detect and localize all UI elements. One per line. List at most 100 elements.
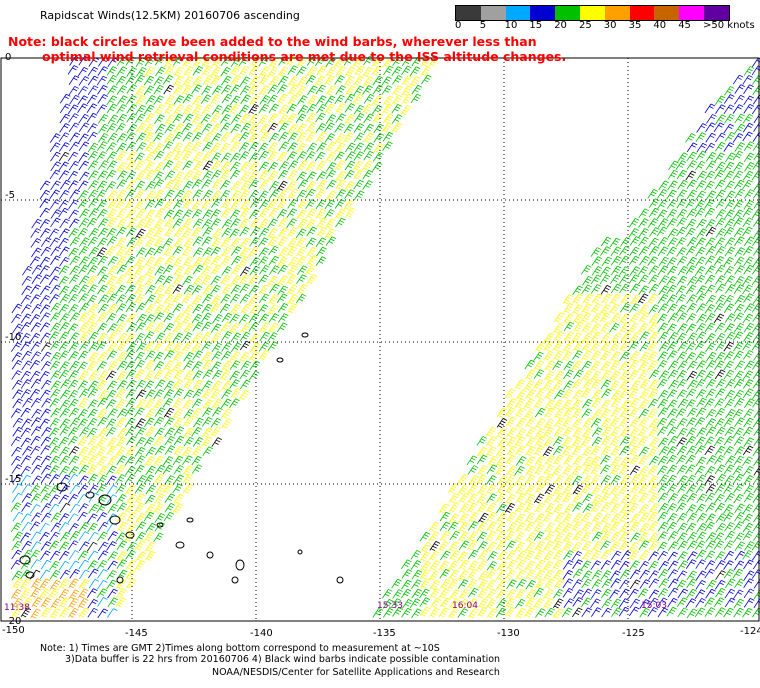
scale-swatch-0	[456, 6, 481, 20]
wind-barb	[78, 218, 90, 228]
wind-barb	[353, 132, 365, 143]
wind-barb	[581, 370, 593, 381]
wind-barb	[572, 389, 583, 400]
wind-barb	[97, 255, 109, 266]
wind-barb	[259, 123, 270, 134]
wind-barb	[314, 151, 326, 162]
wind-barb	[29, 314, 41, 324]
wind-barb	[639, 378, 650, 389]
wind-barb	[610, 578, 621, 588]
wind-barb	[97, 569, 108, 579]
wind-barb	[534, 464, 545, 475]
wind-barb	[524, 550, 535, 561]
wind-barb	[724, 199, 736, 210]
wind-barb	[515, 607, 527, 618]
wind-barb	[296, 132, 307, 143]
wind-barb	[628, 274, 640, 285]
wind-barb	[600, 502, 612, 513]
wind-barb	[88, 170, 99, 180]
wind-barb	[610, 513, 622, 524]
wind-barb	[723, 303, 735, 313]
wind-barb	[324, 209, 335, 219]
wind-barb	[734, 113, 745, 124]
wind-barb	[11, 464, 23, 474]
wind-barb	[249, 360, 261, 371]
wind-barb	[324, 122, 335, 133]
wind-barb	[733, 179, 745, 190]
wind-barb	[143, 218, 155, 229]
wind-barb	[637, 322, 649, 333]
wind-barb	[639, 331, 650, 341]
wind-barb	[724, 237, 736, 247]
wind-barb	[335, 171, 347, 182]
wind-barb	[202, 285, 213, 295]
wind-barb	[742, 226, 753, 237]
wind-barb	[97, 370, 109, 381]
wind-barb	[742, 170, 754, 181]
wind-barb	[106, 513, 118, 523]
wind-barb	[134, 455, 146, 465]
wind-barb	[59, 607, 70, 618]
wind-barb	[77, 350, 89, 361]
wind-barb	[210, 332, 222, 343]
wind-barb	[154, 407, 166, 417]
wind-barb	[658, 560, 669, 571]
wind-barb	[514, 513, 526, 524]
wind-barb	[210, 209, 221, 219]
wind-barb	[535, 341, 546, 352]
wind-barb	[581, 475, 593, 485]
wind-barb	[221, 93, 233, 104]
wind-barb	[345, 85, 356, 96]
wind-barb	[610, 255, 622, 266]
wind-barb	[240, 207, 251, 218]
wind-barb	[563, 380, 574, 390]
wind-barb	[134, 256, 145, 267]
wind-barb	[144, 541, 156, 552]
wind-barb	[535, 435, 546, 446]
wind-barb	[172, 361, 183, 372]
wind-barb	[173, 237, 184, 248]
wind-barb	[600, 560, 612, 570]
wind-barb	[676, 370, 687, 380]
wind-barb	[106, 208, 118, 219]
wind-barb	[714, 494, 725, 504]
wind-barb	[752, 236, 760, 246]
wind-barb	[628, 502, 639, 513]
wind-barb	[552, 550, 564, 560]
wind-barb	[78, 141, 90, 152]
wind-barb	[382, 599, 394, 609]
wind-barb	[638, 492, 650, 503]
wind-barb	[58, 578, 70, 589]
wind-barb	[609, 237, 621, 248]
wind-barb	[609, 303, 620, 314]
wind-barb	[220, 161, 232, 172]
wind-barb	[134, 493, 145, 504]
wind-barb	[268, 313, 280, 323]
wind-barb	[87, 399, 99, 409]
wind-barb	[324, 103, 336, 114]
wind-barb	[77, 66, 89, 77]
wind-barb	[382, 57, 394, 68]
wind-barb	[581, 540, 593, 551]
wind-barb	[505, 483, 516, 494]
wind-barb	[343, 56, 355, 66]
wind-barb	[514, 532, 525, 543]
wind-barb	[153, 218, 165, 229]
wind-barb	[315, 84, 327, 95]
wind-barb	[229, 228, 240, 239]
wind-barb	[723, 560, 734, 570]
wind-barb	[591, 293, 603, 304]
wind-barb	[561, 437, 573, 447]
wind-barb	[677, 607, 689, 618]
wind-barb	[239, 369, 251, 380]
wind-barb	[68, 199, 79, 210]
wind-barb	[591, 256, 603, 266]
wind-barb	[305, 188, 316, 199]
wind-barb	[363, 94, 375, 104]
wind-barb	[713, 122, 725, 133]
wind-barb	[620, 399, 632, 410]
wind-barb	[135, 532, 146, 542]
wind-barb	[77, 598, 89, 609]
wind-barb	[201, 65, 213, 76]
wind-barb	[534, 578, 546, 589]
